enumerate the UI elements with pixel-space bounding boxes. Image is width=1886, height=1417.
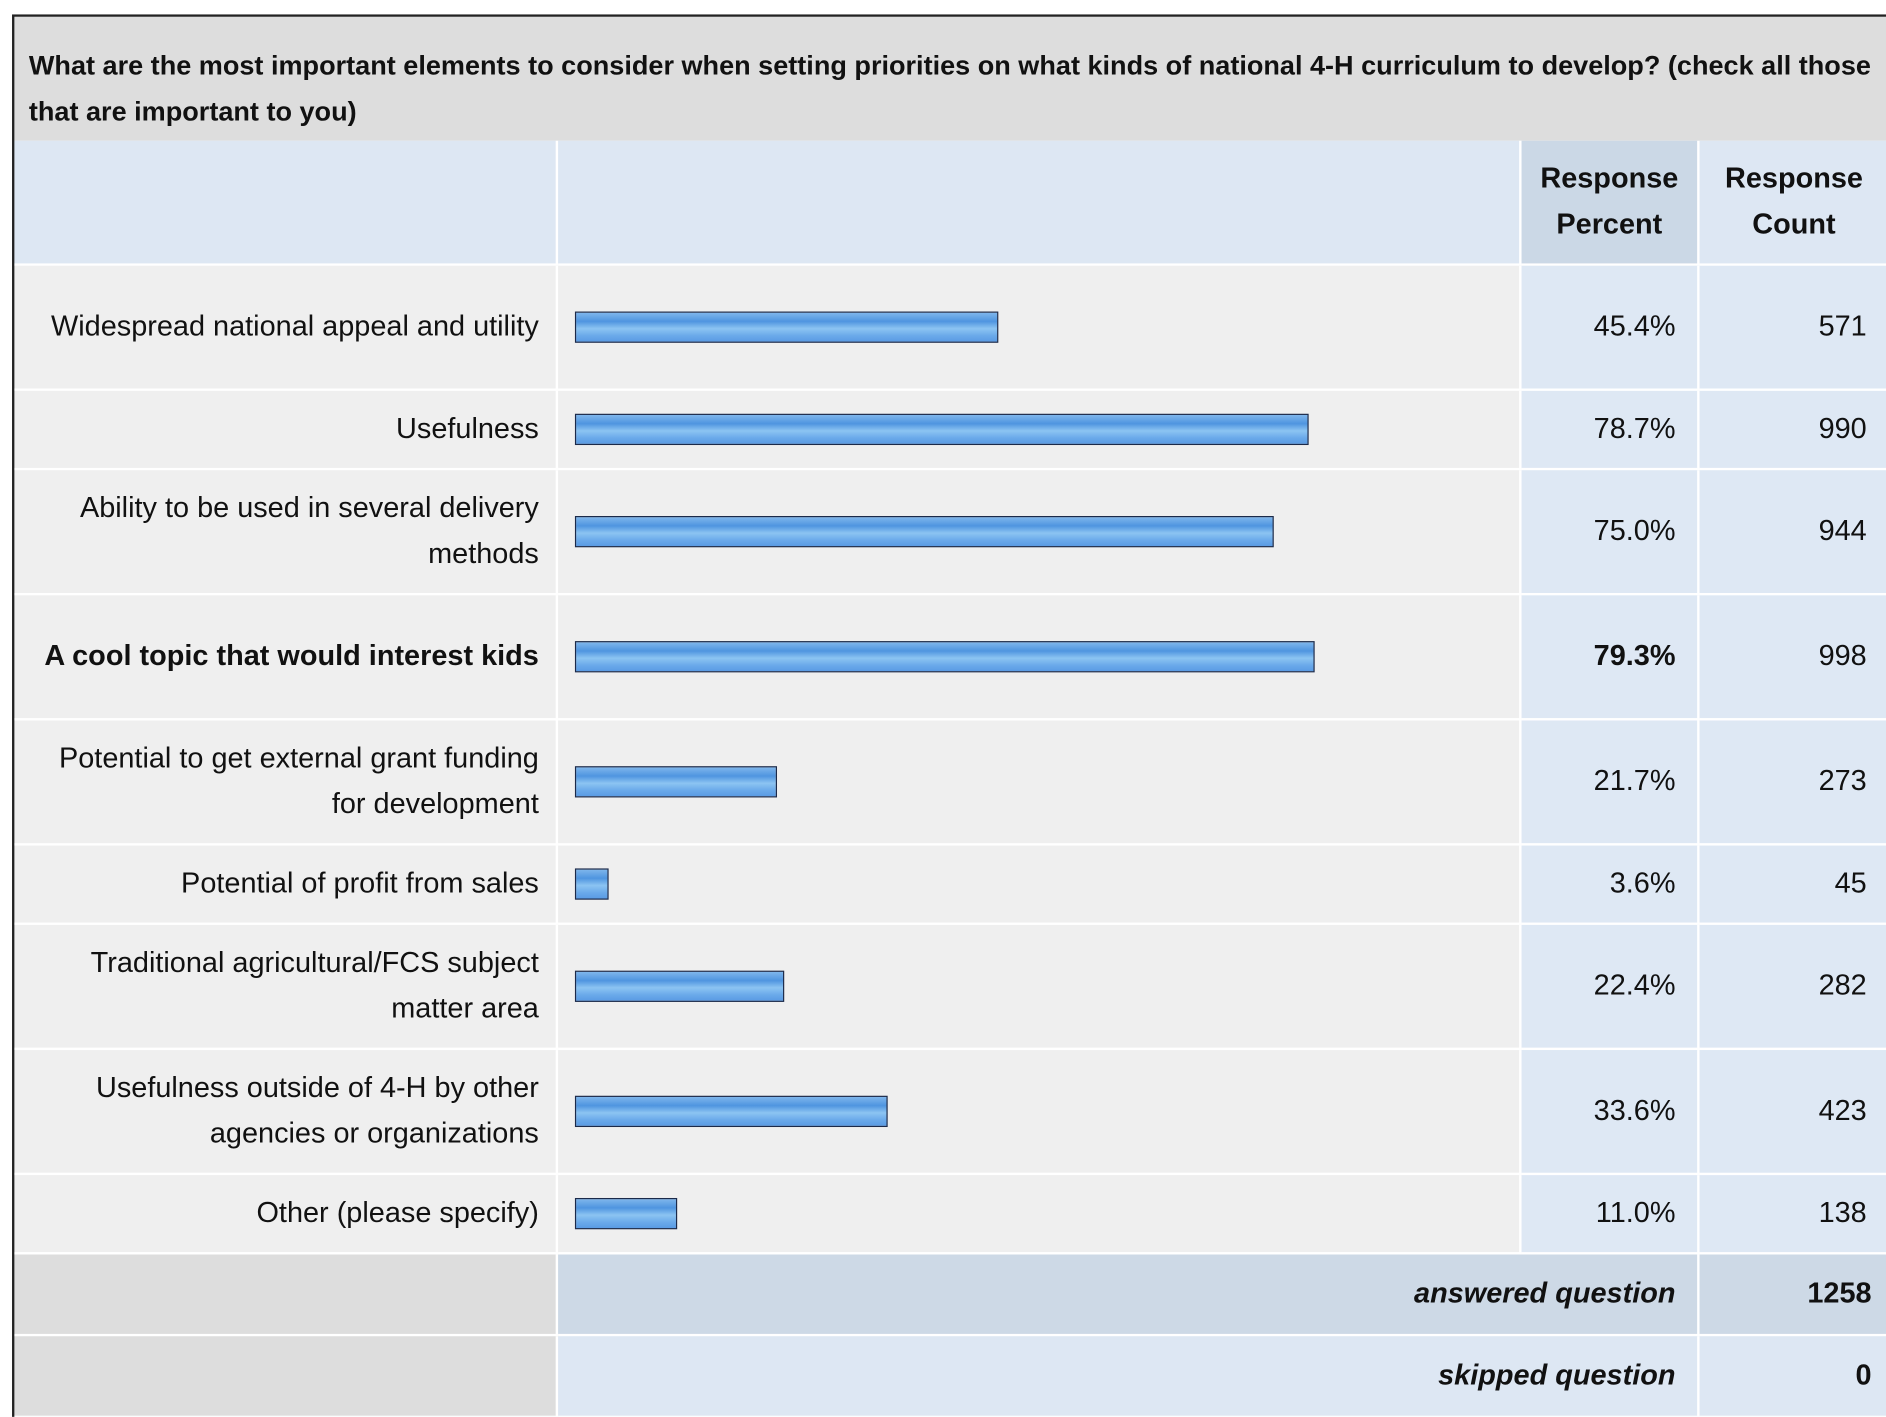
data-row: Widespread national appeal and utility 45… (14, 265, 1886, 391)
bar-track (574, 516, 1507, 548)
data-row: Other (please specify) 11.0% 138 (14, 1175, 1886, 1255)
response-count: 423 (1699, 1050, 1886, 1176)
answered-label: answered question (558, 1254, 1700, 1337)
bar (574, 413, 1309, 446)
bar-cell (558, 845, 1522, 925)
bar-cell (558, 1050, 1522, 1176)
row-label: A cool topic that would interest kids (14, 595, 559, 721)
response-percent: 45.4% (1521, 265, 1700, 391)
row-label: Usefulness (14, 390, 559, 471)
bar-track (574, 413, 1507, 446)
response-count: 990 (1699, 390, 1886, 471)
response-percent: 78.7% (1521, 390, 1700, 471)
bar-track (574, 766, 1507, 798)
row-label: Widespread national appeal and utility (14, 265, 559, 391)
data-row: Potential to get external grant funding … (14, 720, 1886, 846)
response-percent: 33.6% (1521, 1050, 1700, 1176)
response-count: 138 (1699, 1175, 1886, 1255)
bar-cell (558, 720, 1522, 846)
footer-blank (14, 1254, 559, 1337)
results-body: Response Percent Response Count Widespre… (14, 140, 1886, 1417)
skipped-value: 0 (1699, 1336, 1886, 1417)
response-percent: 21.7% (1521, 720, 1700, 846)
bar (574, 516, 1275, 548)
bar (574, 1197, 678, 1230)
bar-cell (558, 924, 1522, 1051)
bar-track (574, 641, 1507, 673)
data-row: Ability to be used in several delivery m… (14, 470, 1886, 596)
skipped-label: skipped question (558, 1336, 1700, 1417)
row-label: Ability to be used in several delivery m… (14, 470, 559, 596)
bar (574, 970, 784, 1002)
bar-cell (558, 470, 1522, 596)
header-count: Response Count (1699, 140, 1886, 266)
response-count: 944 (1699, 470, 1886, 596)
bar-track (574, 311, 1507, 343)
bar-cell (558, 595, 1522, 721)
footer-blank (14, 1336, 559, 1417)
response-count: 282 (1699, 924, 1886, 1051)
header-percent: Response Percent (1521, 140, 1700, 266)
row-label: Usefulness outside of 4-H by other agenc… (14, 1050, 559, 1176)
header-blank (14, 140, 559, 266)
bar (574, 311, 999, 343)
header-row: Response Percent Response Count (14, 140, 1886, 266)
row-label: Traditional agricultural/FCS subject mat… (14, 924, 559, 1051)
data-row: Traditional agricultural/FCS subject mat… (14, 924, 1886, 1051)
response-count: 998 (1699, 595, 1886, 721)
data-row: Usefulness outside of 4-H by other agenc… (14, 1050, 1886, 1176)
row-label: Potential to get external grant funding … (14, 720, 559, 846)
bar (574, 766, 778, 798)
row-label: Potential of profit from sales (14, 845, 559, 925)
header-blank (558, 140, 1522, 266)
data-row: Potential of profit from sales 3.6% 45 (14, 845, 1886, 925)
bar-track (574, 1095, 1507, 1128)
response-count: 571 (1699, 265, 1886, 391)
response-percent: 79.3% (1521, 595, 1700, 721)
bar (574, 868, 609, 900)
bar-cell (558, 265, 1522, 391)
bar (574, 641, 1315, 673)
question-title: What are the most important elements to … (14, 16, 1886, 141)
response-count: 273 (1699, 720, 1886, 846)
skipped-row: skipped question 0 (14, 1336, 1886, 1417)
bar-cell (558, 390, 1522, 471)
response-percent: 11.0% (1521, 1175, 1700, 1255)
row-label: Other (please specify) (14, 1175, 559, 1255)
bar-track (574, 970, 1507, 1002)
results-table: Response Percent Response Count Widespre… (14, 140, 1886, 1417)
data-row: Usefulness 78.7% 990 (14, 390, 1886, 471)
bar-track (574, 868, 1507, 900)
response-percent: 22.4% (1521, 924, 1700, 1051)
answered-row: answered question 1258 (14, 1254, 1886, 1337)
data-row: A cool topic that would interest kids 79.… (14, 595, 1886, 721)
answered-value: 1258 (1699, 1254, 1886, 1337)
bar (574, 1095, 889, 1128)
bar-track (574, 1197, 1507, 1230)
bar-cell (558, 1175, 1522, 1255)
response-percent: 3.6% (1521, 845, 1700, 925)
survey-frame: What are the most important elements to … (12, 14, 1886, 1417)
response-percent: 75.0% (1521, 470, 1700, 596)
response-count: 45 (1699, 845, 1886, 925)
